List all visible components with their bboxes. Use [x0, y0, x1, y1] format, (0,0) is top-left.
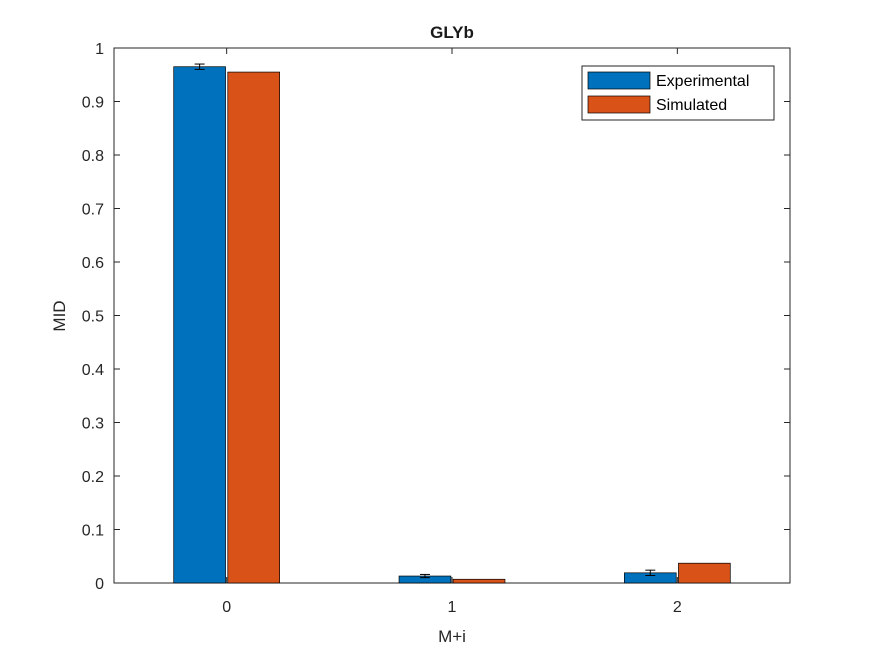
legend-swatch-simulated: [587, 95, 651, 114]
legend-label-simulated: Simulated: [656, 97, 727, 114]
legend-swatch-experimental: [587, 71, 651, 90]
y-tick-label: 0.8: [82, 148, 104, 165]
y-tick-label: 0.2: [82, 469, 104, 486]
y-tick-label: 0.4: [82, 362, 104, 379]
y-tick-label: 0.9: [82, 95, 104, 112]
x-axis-label: M+i: [438, 627, 466, 646]
bar-simulated-0: [227, 71, 280, 584]
x-tick-label: 1: [448, 599, 457, 616]
y-tick-label: 0.7: [82, 202, 104, 219]
y-tick-label: 0: [95, 576, 104, 593]
bar-experimental-0: [173, 66, 226, 584]
y-tick-label: 0.6: [82, 255, 104, 272]
plot-area: 0 0.1 0.2 0.3 0.4 0.5 0.6 0.7 0.8 0.9 1 0 1 2 Experime…: [82, 41, 791, 616]
y-axis-label: MID: [50, 300, 69, 331]
x-tick-label: 2: [673, 599, 682, 616]
y-tick-label: 0.5: [82, 309, 104, 326]
bar-simulated-1: [452, 578, 506, 584]
bar-simulated-2: [678, 562, 731, 584]
y-tick-label: 0.3: [82, 416, 104, 433]
x-tick-label: 0: [222, 599, 231, 616]
y-tick-label: 0.1: [82, 523, 104, 540]
legend-label-experimental: Experimental: [656, 73, 749, 90]
chart-title: GLYb: [430, 23, 474, 42]
y-tick-label: 1: [95, 41, 104, 58]
axes-box: [113, 47, 791, 584]
